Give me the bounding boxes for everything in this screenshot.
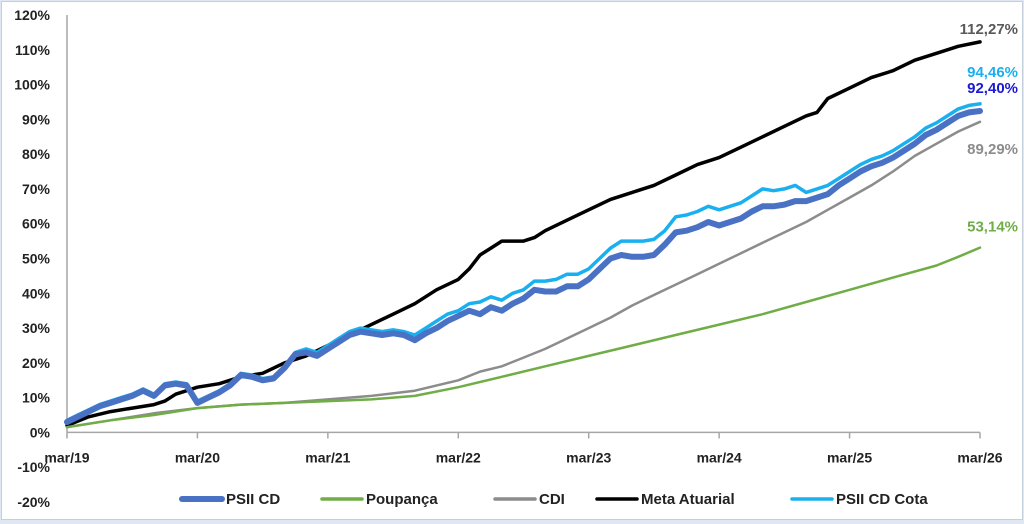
- end-label-psii-cd-cota: 94,46%: [967, 64, 1018, 81]
- legend-label-meta-atuarial: Meta Atuarial: [641, 491, 735, 508]
- y-axis: -20% -10% 0% 10% 20% 30% 40% 50% 60% 70% 80% 90% 100…: [14, 7, 68, 510]
- y-tick-label: -20%: [17, 494, 50, 510]
- y-tick-label: 10%: [22, 390, 51, 406]
- series-line-psii-cd: [64, 108, 983, 425]
- x-tick-label: mar/25: [827, 449, 872, 465]
- series-line-meta-atuarial: [65, 40, 982, 428]
- series-line-poupanca: [65, 246, 982, 429]
- legend-label-psii-cd-cota: PSII CD Cota: [836, 491, 928, 508]
- y-tick-label: 50%: [22, 251, 51, 267]
- x-tick-label: mar/26: [957, 449, 1002, 465]
- x-tick-label: mar/22: [436, 449, 481, 465]
- x-tick-label: mar/20: [175, 449, 220, 465]
- end-label-meta-atuarial: 112,27%: [960, 21, 1018, 38]
- y-tick-label: 100%: [14, 77, 50, 93]
- y-tick-label: 70%: [22, 181, 51, 197]
- y-tick-label: 40%: [22, 285, 51, 301]
- end-label-psii-cd: 92,40%: [967, 80, 1018, 97]
- legend: PSII CD Poupança CDI Meta Atuarial PSII CD C…: [179, 491, 928, 508]
- y-tick-label: 60%: [22, 216, 51, 232]
- y-tick-label: 20%: [22, 355, 51, 371]
- legend-label-psii-cd: PSII CD: [226, 491, 280, 508]
- y-tick-label: -10%: [17, 459, 50, 475]
- series-line-cdi: [65, 120, 982, 429]
- y-tick-label: 90%: [22, 111, 51, 127]
- y-tick-label: 120%: [14, 7, 50, 23]
- legend-label-cdi: CDI: [539, 491, 565, 508]
- end-label-cdi: 89,29%: [967, 141, 1018, 158]
- x-tick-label: mar/24: [697, 449, 742, 465]
- series-lines: [64, 40, 983, 429]
- legend-label-poupanca: Poupança: [366, 491, 438, 508]
- x-axis: mar/19 mar/20 mar/21 mar/22 mar/23 mar/24 mar/…: [44, 431, 1003, 465]
- y-tick-label: 80%: [22, 146, 51, 162]
- y-tick-label: 110%: [15, 42, 51, 58]
- y-tick-label: 0%: [30, 424, 51, 440]
- x-tick-label: mar/19: [44, 449, 89, 465]
- end-labels: 112,27% 94,46%92,40% 89,29% 53,14%: [960, 21, 1018, 236]
- x-tick-label: mar/23: [566, 449, 611, 465]
- x-tick-label: mar/21: [305, 449, 350, 465]
- end-label-poupanca: 53,14%: [967, 219, 1018, 236]
- y-tick-label: 30%: [22, 320, 51, 336]
